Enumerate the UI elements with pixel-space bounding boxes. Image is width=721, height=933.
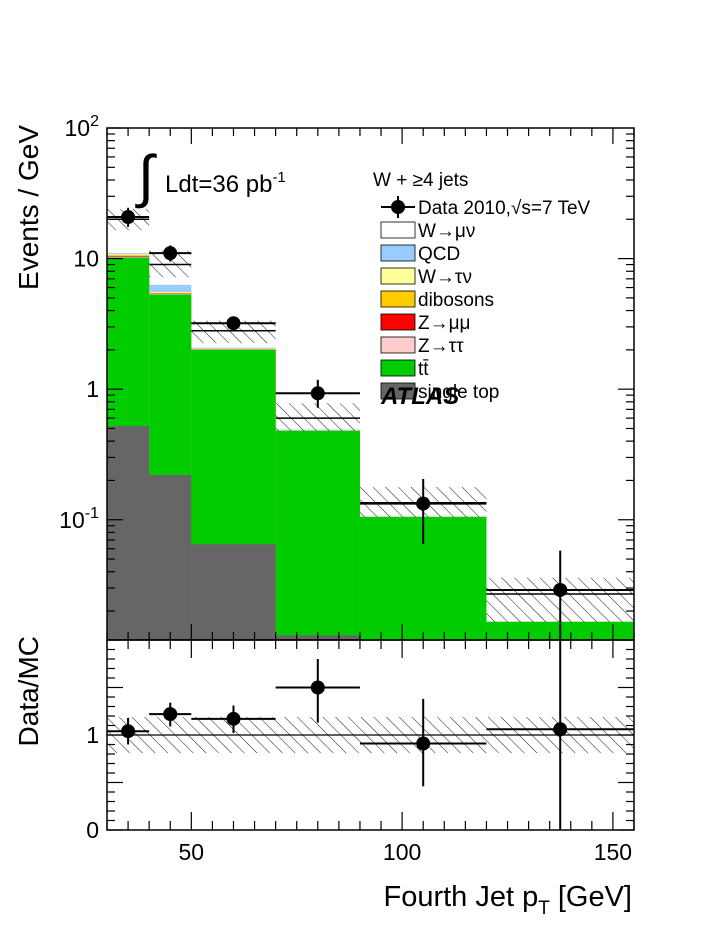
ratio-point-5 <box>553 722 568 737</box>
y-tick-base: 10 <box>59 507 85 533</box>
ratio-y-tick-label: 1 <box>86 722 99 748</box>
uncertainty-band-3 <box>275 403 360 431</box>
legend: W + ≥4 jets Data 2010,√s=7 TeVW→μνQCDW→τν… <box>373 170 591 403</box>
legend-label-6: tt̄ <box>418 359 429 380</box>
y-tick-label: 10-1 <box>59 505 99 533</box>
y-tick-base: 1 <box>86 376 99 402</box>
bar-0-2 <box>191 544 276 640</box>
legend-data-marker <box>391 200 405 214</box>
y-tick-label: 102 <box>65 113 100 141</box>
integral-symbol: ∫ <box>135 144 157 209</box>
legend-swatch-2 <box>380 267 416 285</box>
y-tick-label: 1 <box>86 376 99 402</box>
data-point-2 <box>226 316 241 331</box>
y-tick-base: 10 <box>65 115 91 141</box>
ratio-y-tick-label: 0 <box>86 817 99 843</box>
y-tick-label: 10 <box>73 246 99 272</box>
data-point-5 <box>553 582 568 597</box>
y-tick-base: 10 <box>73 246 99 272</box>
y-tick-exp: -1 <box>85 505 99 522</box>
y-axis-label: Events / GeV <box>13 125 44 290</box>
data-point-3 <box>310 386 325 401</box>
luminosity-label: Ldt=36 pb-1 <box>165 169 286 198</box>
x-axis-label: Fourth Jet pT [GeV] <box>383 881 632 919</box>
legend-data-label: Data 2010,√s=7 TeV <box>418 198 591 219</box>
ratio-point-2 <box>226 711 241 726</box>
legend-swatch-0 <box>380 221 416 239</box>
y-tick-exp: 2 <box>90 113 99 130</box>
luminosity-text: Ldt=36 pb <box>165 171 272 198</box>
data-point-0 <box>121 210 136 225</box>
ratio-point-4 <box>416 736 431 751</box>
luminosity-exp: -1 <box>272 169 285 186</box>
data-point-1 <box>163 246 178 261</box>
legend-swatch-1 <box>380 244 416 262</box>
x-tick-label: 100 <box>383 839 421 865</box>
legend-label-0: W→μν <box>418 221 475 242</box>
legend-label-4: Z→μμ <box>418 313 471 334</box>
legend-swatch-5 <box>380 336 416 354</box>
ratio-y-axis-label: Data/MC <box>13 636 44 746</box>
atlas-label: ATLAS <box>380 383 459 410</box>
legend-swatch-7 <box>380 382 416 400</box>
x-axis-label-unit: [GeV] <box>558 881 632 913</box>
x-tick-label: 150 <box>594 839 632 865</box>
bar-1-3 <box>275 430 360 640</box>
legend-label-2: W→τν <box>418 267 472 288</box>
data-point-4 <box>416 496 431 511</box>
uncertainty-band-2 <box>191 320 276 344</box>
legend-label-5: Z→ττ <box>418 336 464 357</box>
bar-0-1 <box>149 475 192 640</box>
ratio-point-0 <box>121 724 136 739</box>
legend-swatch-6 <box>380 359 416 377</box>
x-axis-label-sub: T <box>538 898 550 919</box>
legend-title: W + ≥4 jets <box>373 170 468 191</box>
ratio-point-3 <box>310 680 325 695</box>
ratio-point-1 <box>163 707 178 722</box>
bar-0-0 <box>107 426 150 640</box>
legend-label-1: QCD <box>418 244 460 265</box>
legend-swatch-3 <box>380 290 416 308</box>
x-axis-label-main: Fourth Jet p <box>383 881 538 913</box>
legend-label-3: dibosons <box>418 290 494 311</box>
x-tick-label: 50 <box>179 839 205 865</box>
legend-label-7: single top <box>418 382 499 403</box>
legend-swatch-4 <box>380 313 416 331</box>
